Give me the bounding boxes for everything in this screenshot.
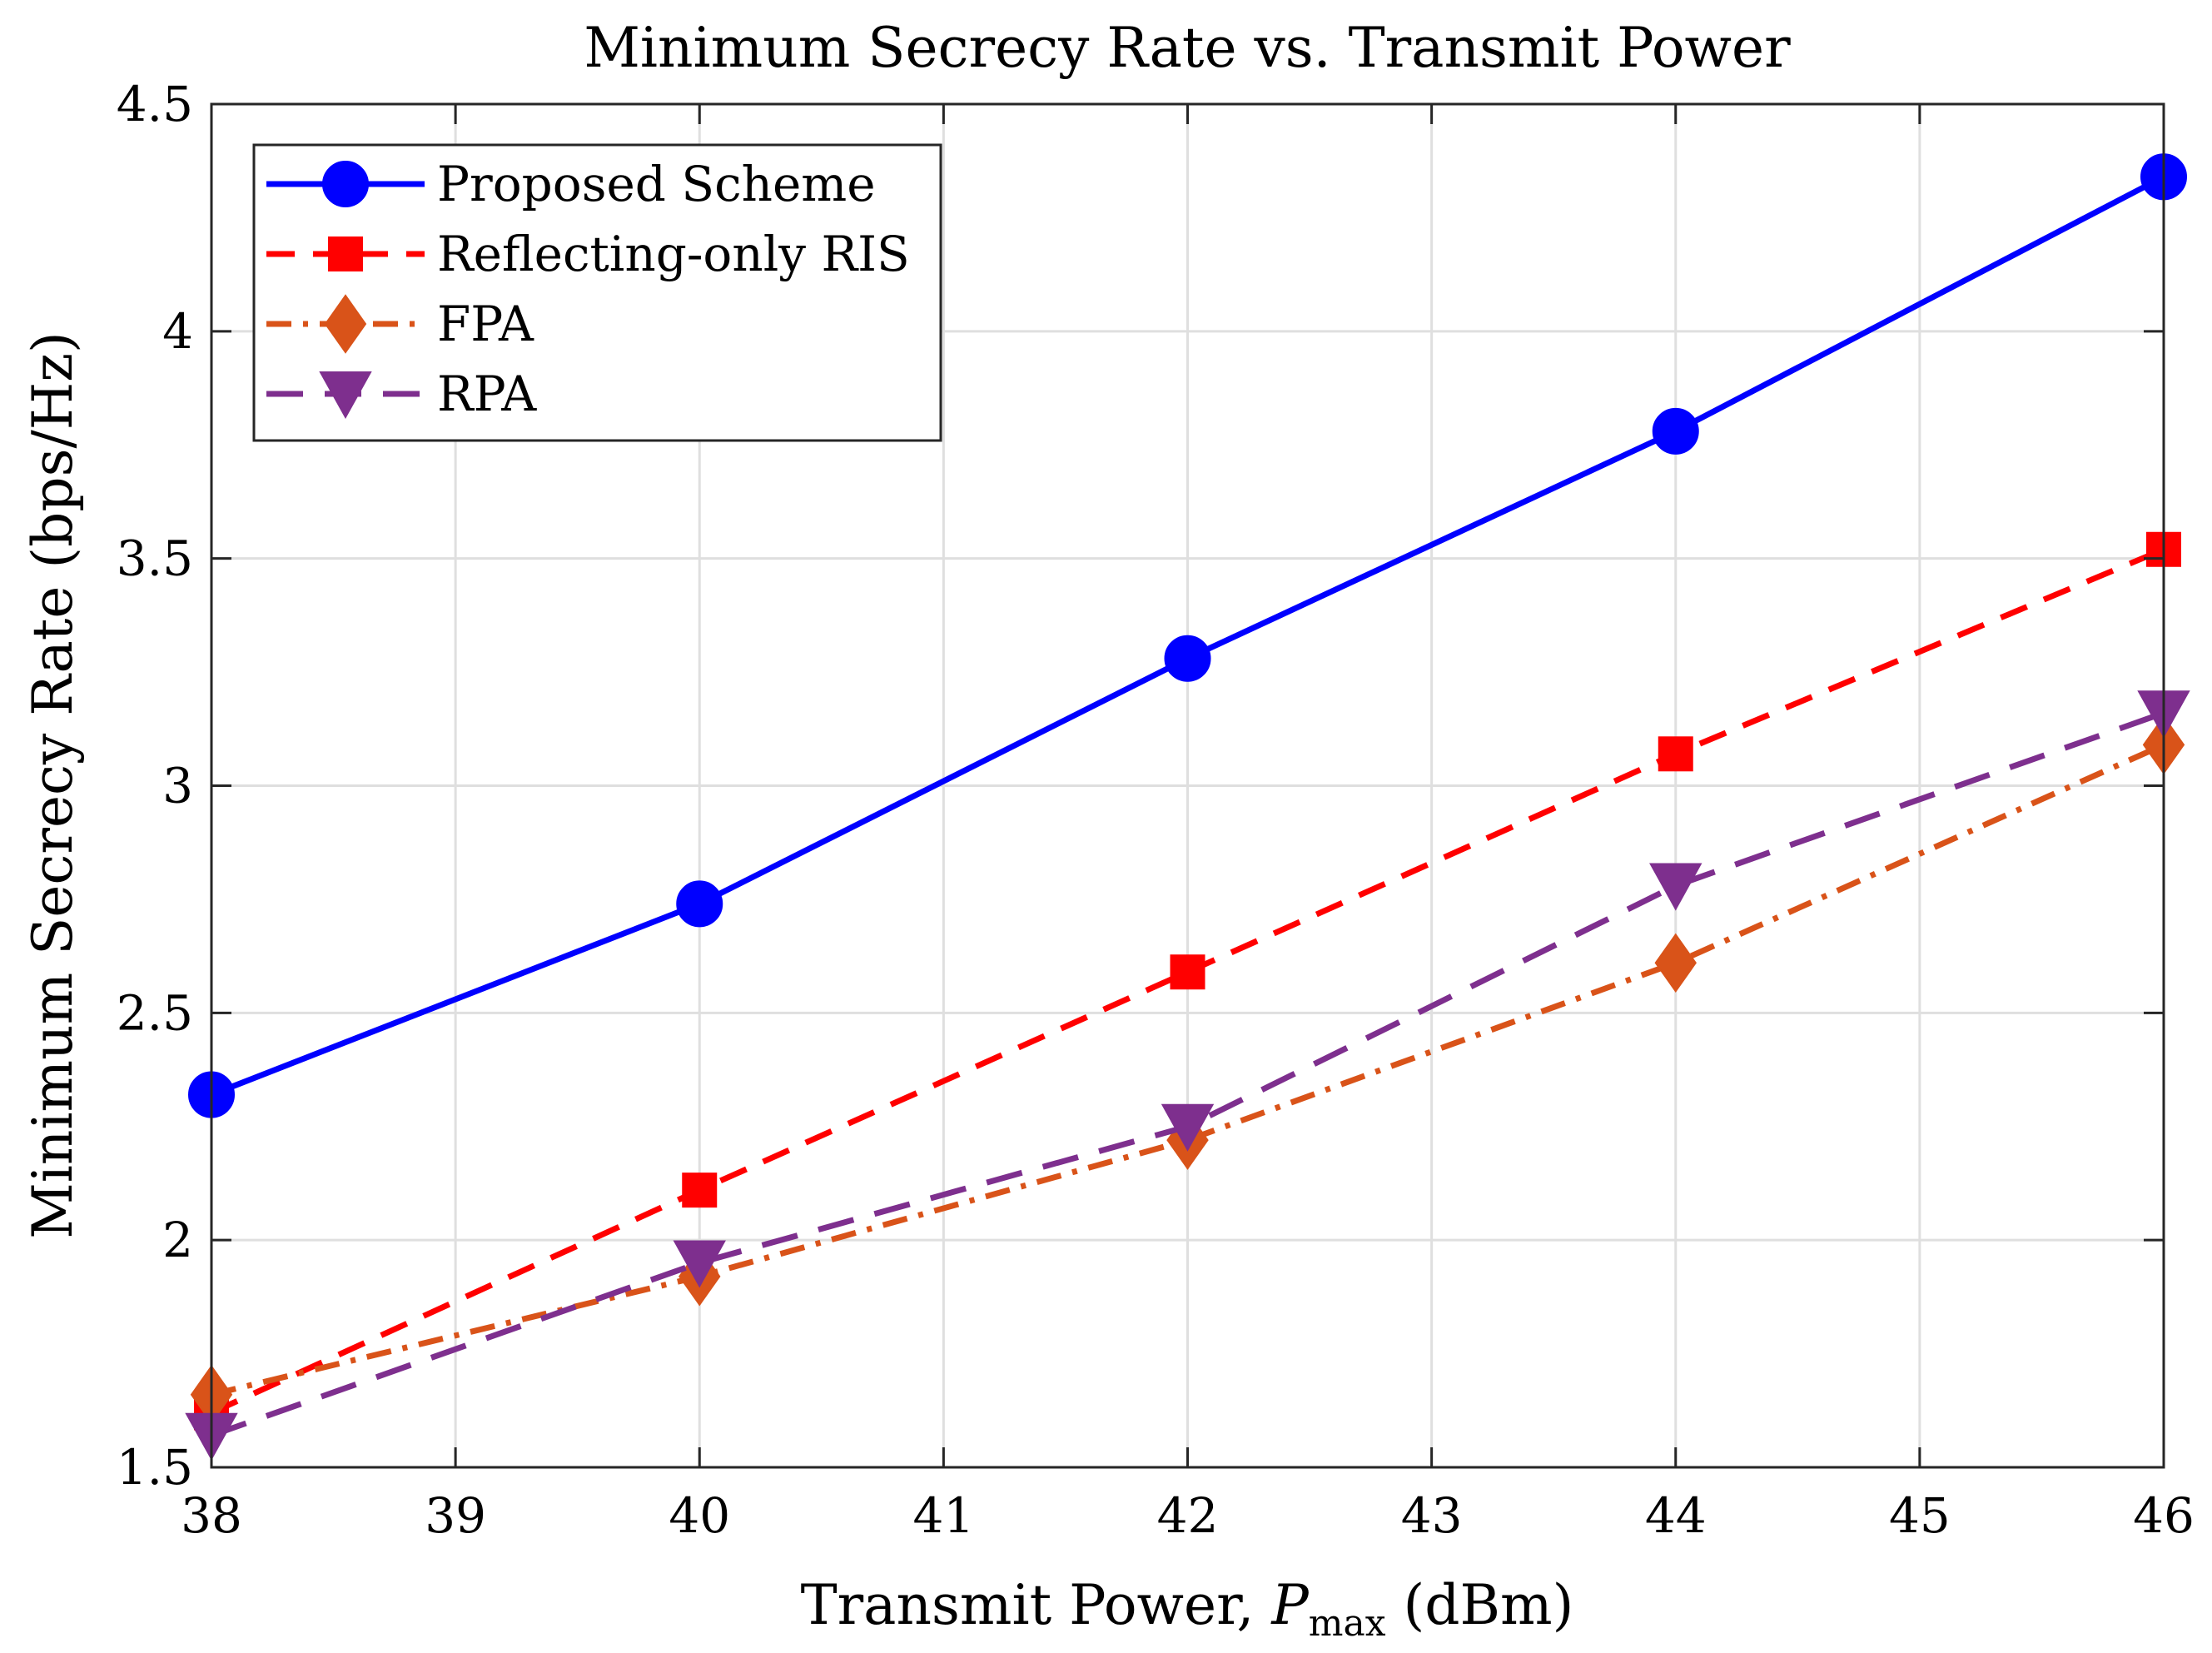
y-tick-label: 1.5 bbox=[117, 1439, 193, 1496]
y-tick-label: 3.5 bbox=[117, 530, 193, 587]
x-axis-title-subscript: max bbox=[1309, 1602, 1386, 1645]
legend-marker bbox=[328, 236, 363, 271]
data-point-marker bbox=[1170, 954, 1205, 990]
data-point-marker bbox=[1649, 863, 1702, 911]
legend-entries: Proposed Scheme Reflecting-only RIS FPA RPA bbox=[266, 156, 910, 422]
x-tick-label: 38 bbox=[181, 1487, 242, 1544]
y-axis-title: Minimum Secrecy Rate (bps/Hz) bbox=[21, 331, 85, 1239]
x-tick-label: 46 bbox=[2133, 1487, 2195, 1544]
data-point-marker bbox=[1652, 407, 1699, 455]
x-tick-label: 42 bbox=[1157, 1487, 1219, 1544]
legend-marker bbox=[324, 294, 367, 354]
legend-marker bbox=[319, 371, 372, 420]
legend-entry: Proposed Scheme bbox=[266, 156, 876, 212]
legend-box bbox=[252, 143, 942, 442]
legend: Proposed Scheme Reflecting-only RIS FPA RPA bbox=[252, 143, 942, 442]
x-axis-title-symbol: P bbox=[1270, 1573, 1310, 1637]
legend-entry: Reflecting-only RIS bbox=[266, 226, 910, 282]
series-triangle-down bbox=[185, 690, 2190, 1461]
x-tick-label: 39 bbox=[425, 1487, 486, 1544]
data-point-marker bbox=[1164, 635, 1211, 682]
series-line bbox=[210, 546, 2165, 1416]
x-axis-title-prefix: Transmit Power, bbox=[801, 1573, 1272, 1637]
legend-label: Proposed Scheme bbox=[437, 156, 876, 212]
x-tick-label: 45 bbox=[1889, 1487, 1951, 1544]
legend-label: FPA bbox=[437, 296, 534, 352]
grid-lines bbox=[211, 104, 2164, 1467]
x-axis-title: Transmit Power, Pmax (dBm) bbox=[801, 1573, 1574, 1645]
chart-title: Minimum Secrecy Rate vs. Transmit Power bbox=[584, 16, 1791, 80]
data-point-marker bbox=[673, 1240, 726, 1288]
data-point-marker bbox=[1161, 1103, 1215, 1152]
legend-entry: FPA bbox=[266, 294, 534, 354]
y-tick-label: 2.5 bbox=[117, 984, 193, 1041]
legend-label: RPA bbox=[437, 366, 537, 422]
x-tick-label: 40 bbox=[669, 1487, 730, 1544]
legend-marker bbox=[322, 161, 369, 207]
data-point-marker bbox=[682, 1173, 718, 1208]
x-tick-label: 44 bbox=[1645, 1487, 1707, 1544]
data-series bbox=[185, 153, 2190, 1461]
data-point-marker bbox=[1654, 933, 1697, 993]
legend-label: Reflecting-only RIS bbox=[437, 226, 910, 282]
y-tick-label: 4.5 bbox=[117, 76, 193, 132]
y-tick-label: 3 bbox=[162, 758, 193, 814]
series-circle bbox=[188, 153, 2187, 1118]
data-point-marker bbox=[1658, 736, 1693, 772]
y-tick-label: 4 bbox=[162, 303, 193, 360]
data-point-marker bbox=[676, 880, 723, 928]
x-tick-label: 41 bbox=[912, 1487, 974, 1544]
series-line bbox=[211, 742, 2165, 1398]
x-axis-title-suffix: (dBm) bbox=[1386, 1573, 1574, 1637]
legend-entry: RPA bbox=[266, 366, 537, 422]
axis-ticks: 38 39 40 41 42 43 44 45 46 1.5 2 2.5 3 3.5 4 4.5 bbox=[117, 76, 2195, 1544]
y-tick-label: 2 bbox=[162, 1212, 193, 1268]
x-tick-label: 43 bbox=[1401, 1487, 1463, 1544]
